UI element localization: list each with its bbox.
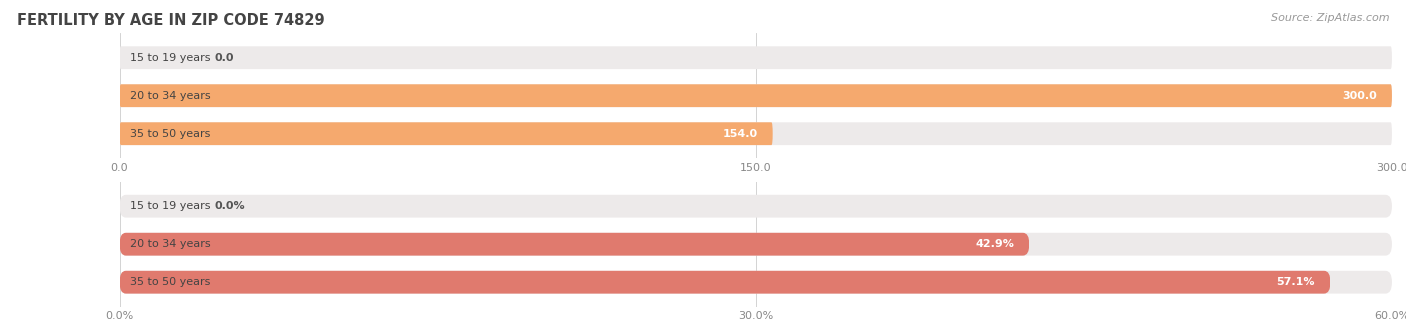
FancyBboxPatch shape	[120, 84, 1392, 107]
FancyBboxPatch shape	[120, 233, 1392, 256]
FancyBboxPatch shape	[120, 233, 1029, 256]
Text: 20 to 34 years: 20 to 34 years	[129, 91, 211, 101]
Text: 42.9%: 42.9%	[976, 239, 1014, 249]
Text: 15 to 19 years: 15 to 19 years	[129, 201, 209, 211]
FancyBboxPatch shape	[120, 84, 1392, 107]
Text: 300.0: 300.0	[1341, 91, 1376, 101]
FancyBboxPatch shape	[120, 195, 1392, 217]
FancyBboxPatch shape	[120, 122, 1392, 145]
Text: 57.1%: 57.1%	[1277, 277, 1315, 287]
Text: 35 to 50 years: 35 to 50 years	[129, 129, 209, 139]
FancyBboxPatch shape	[120, 271, 1392, 294]
FancyBboxPatch shape	[120, 271, 1330, 294]
Text: 154.0: 154.0	[723, 129, 758, 139]
Text: 0.0: 0.0	[215, 53, 235, 63]
Text: FERTILITY BY AGE IN ZIP CODE 74829: FERTILITY BY AGE IN ZIP CODE 74829	[17, 13, 325, 28]
Text: 20 to 34 years: 20 to 34 years	[129, 239, 211, 249]
Text: 35 to 50 years: 35 to 50 years	[129, 277, 209, 287]
Text: 15 to 19 years: 15 to 19 years	[129, 53, 209, 63]
Text: 0.0%: 0.0%	[215, 201, 246, 211]
FancyBboxPatch shape	[120, 46, 1392, 69]
FancyBboxPatch shape	[120, 122, 773, 145]
Text: Source: ZipAtlas.com: Source: ZipAtlas.com	[1271, 13, 1389, 23]
